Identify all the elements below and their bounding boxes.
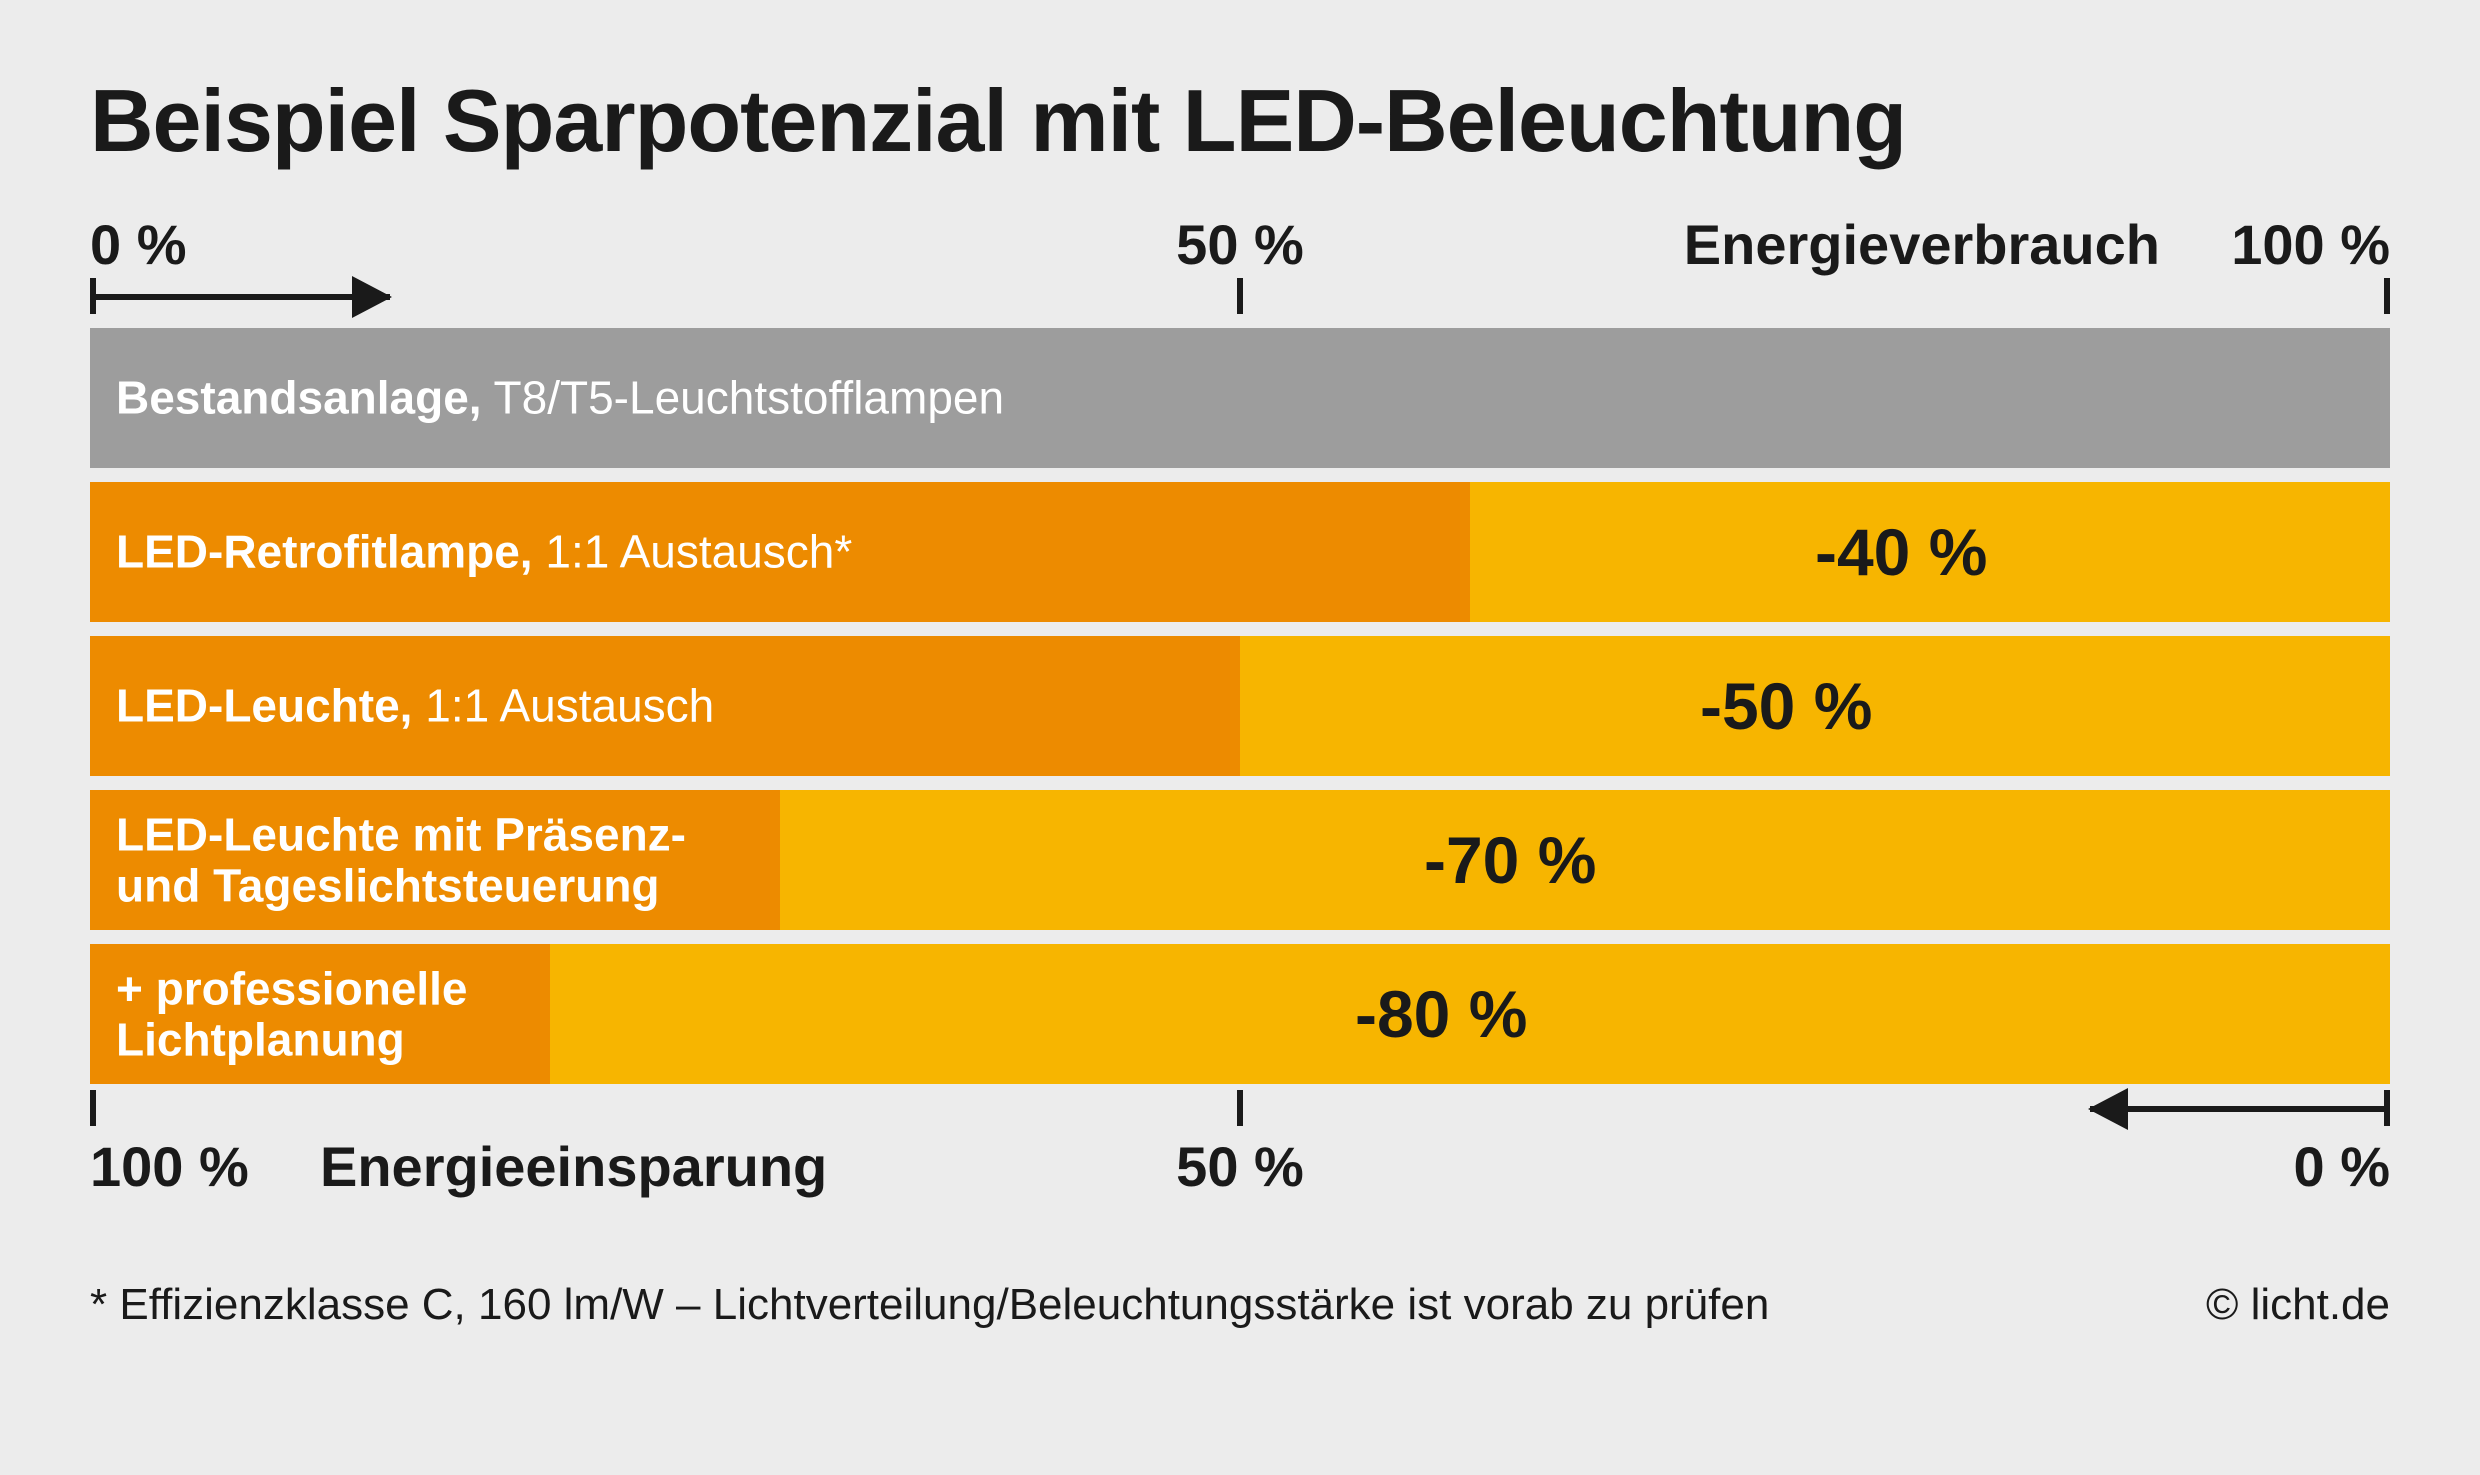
chart-title: Beispiel Sparpotenzial mit LED-Beleuchtu… bbox=[90, 70, 2390, 172]
credit: © licht.de bbox=[2206, 1280, 2390, 1330]
footnote: * Effizienzklasse C, 160 lm/W – Lichtver… bbox=[90, 1280, 1769, 1330]
axis-top: 0 % 50 % Energieverbrauch 100 % bbox=[90, 212, 2390, 322]
axis-top-0: 0 % bbox=[90, 212, 187, 277]
bar-row: Bestandsanlage, T8/T5-Leuchtstofflampen bbox=[90, 328, 2390, 468]
axis-bottom-100: 100 % bbox=[90, 1134, 249, 1199]
axis-bottom-0: 0 % bbox=[2294, 1134, 2391, 1199]
bar-row: LED-Leuchte, 1:1 Austausch -50 % bbox=[90, 636, 2390, 776]
bar-row: LED-Retrofitlampe, 1:1 Austausch* -40 % bbox=[90, 482, 2390, 622]
bar-value: -40 % bbox=[1815, 514, 1987, 590]
axis-top-50: 50 % bbox=[1176, 212, 1304, 277]
axis-bottom-arrow-icon bbox=[2090, 1106, 2390, 1112]
axis-top-tick-50 bbox=[1237, 278, 1243, 314]
axis-bottom-50: 50 % bbox=[1176, 1134, 1304, 1199]
bar-value: -70 % bbox=[1424, 822, 1596, 898]
bar-label: Bestandsanlage, T8/T5-Leuchtstofflampen bbox=[116, 373, 1004, 424]
bar-label: LED-Retrofitlampe, 1:1 Austausch* bbox=[116, 527, 852, 578]
axis-top-100: 100 % bbox=[2231, 212, 2390, 277]
bar-label: + professionelle Lichtplanung bbox=[116, 963, 468, 1064]
axis-top-arrow-icon bbox=[90, 294, 390, 300]
axis-top-label: Energieverbrauch bbox=[1684, 212, 2160, 277]
bar-label: LED-Leuchte mit Präsenz- und Tageslichts… bbox=[116, 809, 686, 910]
bar-label: LED-Leuchte, 1:1 Austausch bbox=[116, 681, 714, 732]
chart-area: 0 % 50 % Energieverbrauch 100 % Bestands… bbox=[90, 212, 2390, 1270]
bar-value: -80 % bbox=[1355, 976, 1527, 1052]
bar-row: + professionelle Lichtplanung -80 % bbox=[90, 944, 2390, 1084]
axis-bottom-tick-mid bbox=[1237, 1090, 1243, 1126]
axis-bottom-label: Energieeinsparung bbox=[320, 1134, 827, 1199]
bar-list: Bestandsanlage, T8/T5-Leuchtstofflampen L… bbox=[90, 328, 2390, 1084]
axis-bottom-tick-left bbox=[90, 1090, 96, 1126]
bar-row: LED-Leuchte mit Präsenz- und Tageslichts… bbox=[90, 790, 2390, 930]
axis-bottom: 100 % Energieeinsparung 50 % 0 % bbox=[90, 1090, 2390, 1270]
footer: * Effizienzklasse C, 160 lm/W – Lichtver… bbox=[90, 1280, 2390, 1330]
axis-top-tick-100 bbox=[2384, 278, 2390, 314]
bar-value: -50 % bbox=[1700, 668, 1872, 744]
